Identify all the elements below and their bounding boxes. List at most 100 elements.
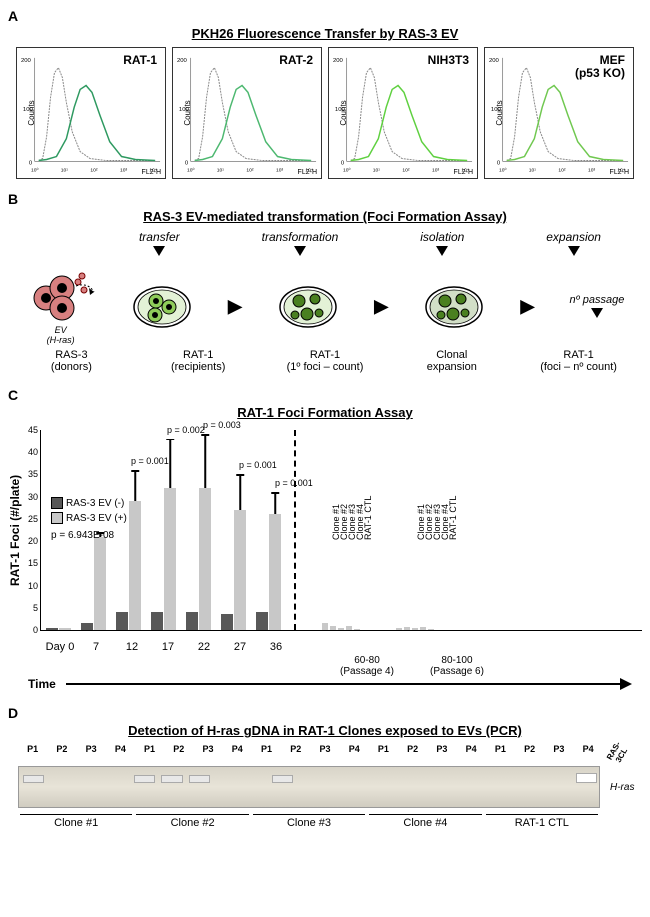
- small-bar: [412, 628, 418, 630]
- flow-plot-label: RAT-1: [123, 54, 157, 67]
- workflow-bottom-label: Clonalexpansion: [388, 349, 515, 373]
- lane-label: P4: [340, 744, 369, 762]
- bar-neg: [151, 612, 163, 630]
- gel-image: [18, 766, 600, 808]
- passage-x-label: 80-100(Passage 6): [412, 655, 502, 677]
- small-bar: [420, 627, 426, 630]
- x-tick: 12: [114, 641, 150, 653]
- x-tick: 36: [258, 641, 294, 653]
- y-tick: 45: [28, 425, 38, 435]
- gel-band: [189, 775, 210, 783]
- time-label: Time: [28, 677, 56, 691]
- clone-group-label: RAT-1 CTL: [486, 814, 598, 829]
- lane-label: P4: [106, 744, 135, 762]
- svg-text:10³: 10³: [432, 167, 439, 173]
- lane-label: RAS-3CL: [603, 744, 632, 762]
- x-tick: 17: [150, 641, 186, 653]
- x-tick: 7: [78, 641, 114, 653]
- lane-label: P2: [281, 744, 310, 762]
- dish-icon: [131, 279, 193, 331]
- gel-lane-labels: P1P2P3P4P1P2P3P4P1P2P3P4P1P2P3P4P1P2P3P4…: [18, 744, 632, 762]
- flow-plot-label: RAT-2: [279, 54, 313, 67]
- small-bar: [346, 626, 352, 630]
- panel-b-label: B: [8, 191, 18, 207]
- flow-plot: 200 100 0 10⁰10¹10²10³10⁴ RAT-1CountsFL2…: [16, 47, 166, 179]
- gel-band: [23, 775, 44, 783]
- arrow-down-icon: [591, 308, 603, 318]
- lane-label: P4: [573, 744, 602, 762]
- svg-text:0: 0: [497, 160, 501, 166]
- y-tick: 40: [28, 447, 38, 457]
- flow-plot-label: MEF(p53 KO): [575, 54, 625, 80]
- chart-area: p = 0.001p = 0.002p = 0.003p = 0.001p = …: [40, 430, 642, 631]
- panel-d-title: Detection of H-ras gDNA in RAT-1 Clones …: [8, 723, 642, 738]
- bar-group: [186, 488, 211, 630]
- dish-recipients: [131, 279, 193, 334]
- dish-clonal: [423, 279, 485, 334]
- svg-text:10¹: 10¹: [217, 167, 224, 173]
- small-bar: [330, 626, 336, 630]
- time-arrow: [66, 683, 622, 685]
- svg-text:10²: 10²: [246, 167, 253, 173]
- gel-band: [161, 775, 182, 783]
- svg-text:0: 0: [185, 160, 189, 166]
- donor-group: EV(H-ras): [26, 268, 96, 345]
- bar-neg: [81, 623, 93, 630]
- panel-c-title: RAT-1 Foci Formation Assay: [8, 405, 642, 420]
- legend-item: RAS-3 EV (-): [51, 496, 127, 511]
- passage-label: nº passage: [570, 294, 625, 320]
- small-bar: [428, 629, 434, 630]
- svg-text:0: 0: [341, 160, 345, 166]
- ev-label: EV(H-ras): [26, 325, 96, 345]
- panel-b-title: RAS-3 EV-mediated transformation (Foci F…: [8, 209, 642, 224]
- bar-neg: [186, 612, 198, 630]
- chart-divider: [294, 430, 296, 630]
- panel-b: B RAS-3 EV-mediated transformation (Foci…: [8, 191, 642, 373]
- y-tick: 30: [28, 492, 38, 502]
- lane-label: P1: [369, 744, 398, 762]
- lane-label: P3: [544, 744, 573, 762]
- bar-group: [256, 514, 281, 630]
- dish-primary-foci: [277, 279, 339, 334]
- svg-text:10²: 10²: [558, 167, 565, 173]
- band-label: H-ras: [610, 782, 642, 793]
- workflow-stage: expansion: [546, 230, 601, 258]
- clone-label: RAT-1 CTL: [448, 496, 458, 540]
- flow-plot: 200 100 0 10⁰10¹10²10³10⁴ MEF(p53 KO)Cou…: [484, 47, 634, 179]
- workflow-bottom-label: RAT-1(foci – nº count): [515, 349, 642, 373]
- arrow-right-icon: ▶: [228, 296, 242, 317]
- bar-pos: [269, 514, 281, 630]
- x-tick: Day 0: [42, 641, 78, 653]
- bar-group: [151, 488, 176, 630]
- svg-text:10⁰: 10⁰: [31, 167, 38, 173]
- y-tick: 0: [33, 625, 38, 635]
- lane-label: P3: [310, 744, 339, 762]
- x-axis-label: FL2-H: [610, 169, 629, 176]
- small-bar: [338, 628, 344, 630]
- workflow-bottom-label: RAS-3(donors): [8, 349, 135, 373]
- bar-neg: [46, 628, 58, 630]
- error-bar: [169, 439, 171, 488]
- legend-item: RAS-3 EV (+): [51, 511, 127, 526]
- error-bar: [204, 434, 206, 487]
- workflow-stage: isolation: [420, 230, 464, 258]
- bar-pos: [129, 501, 141, 630]
- svg-text:10⁰: 10⁰: [187, 167, 194, 173]
- clone-group-label: Clone #3: [253, 814, 365, 829]
- svg-text:10³: 10³: [120, 167, 127, 173]
- panel-d-label: D: [8, 705, 18, 721]
- y-axis-label: Counts: [27, 100, 36, 125]
- arrow-right-icon: ▶: [521, 296, 535, 317]
- p-value: p = 0.003: [203, 420, 241, 430]
- bar-group: [81, 537, 106, 630]
- flow-plot: 200 100 0 10⁰10¹10²10³10⁴ NIH3T3CountsFL…: [328, 47, 478, 179]
- y-axis-label: Counts: [495, 100, 504, 125]
- y-tick: 25: [28, 514, 38, 524]
- y-axis-label: Counts: [339, 100, 348, 125]
- panel-a-title: PKH26 Fluorescence Transfer by RAS-3 EV: [8, 26, 642, 41]
- clone-label: RAT-1 CTL: [363, 496, 373, 540]
- lane-label: P1: [18, 744, 47, 762]
- svg-text:200: 200: [489, 58, 500, 64]
- y-tick: 5: [33, 603, 38, 613]
- bar-pos: [59, 628, 71, 630]
